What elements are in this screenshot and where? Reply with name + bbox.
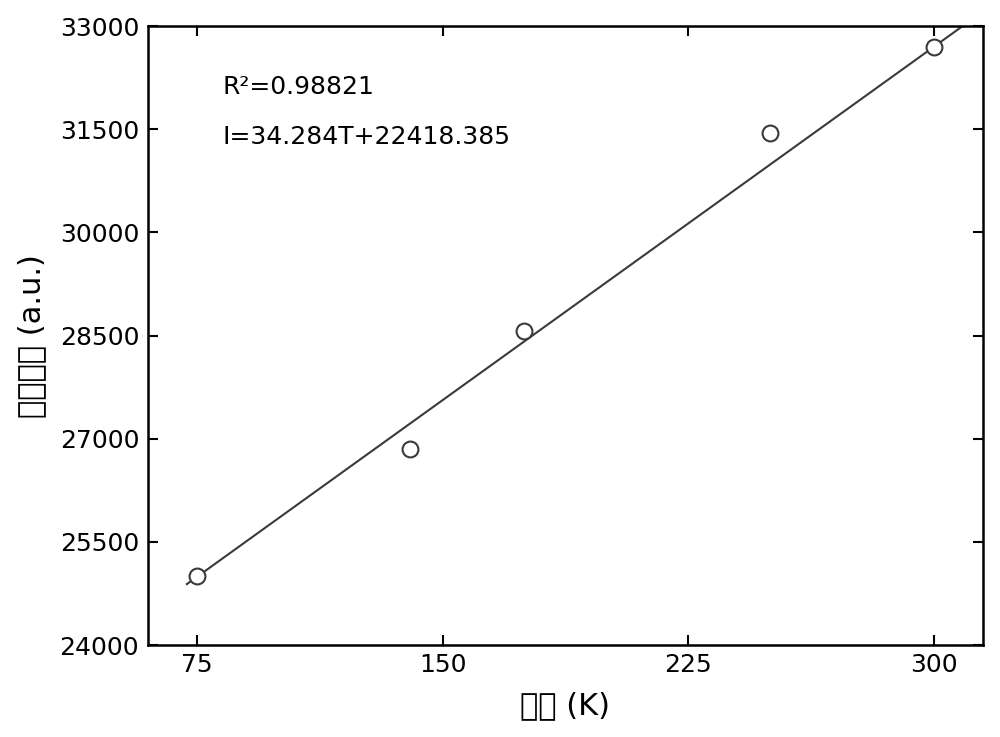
Text: I=34.284T+22418.385: I=34.284T+22418.385 bbox=[223, 125, 511, 149]
Point bbox=[516, 325, 532, 337]
Y-axis label: 最大强度 (a.u.): 最大强度 (a.u.) bbox=[17, 254, 46, 418]
Point bbox=[926, 41, 942, 52]
Point bbox=[762, 127, 778, 139]
Point bbox=[402, 443, 418, 455]
X-axis label: 温度 (K): 温度 (K) bbox=[520, 691, 610, 720]
Point bbox=[189, 570, 205, 582]
Text: R²=0.98821: R²=0.98821 bbox=[223, 75, 375, 99]
